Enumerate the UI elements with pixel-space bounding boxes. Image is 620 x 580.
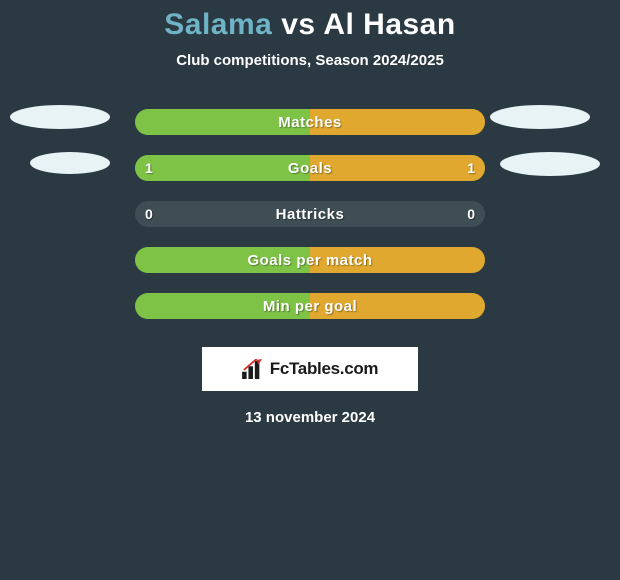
page-title: Salama vs Al Hasan	[0, 8, 620, 42]
stat-label: Hattricks	[276, 206, 345, 223]
stat-bar: 0 0 Hattricks	[135, 201, 485, 227]
stat-right-value: 1	[467, 160, 475, 176]
stat-row: 0 0 Hattricks	[0, 191, 620, 237]
stat-label: Goals	[288, 160, 332, 177]
bar-fill-right	[310, 155, 485, 181]
stat-left-value: 0	[145, 206, 153, 222]
stat-label: Matches	[278, 114, 342, 131]
stat-row: 1 1 Goals	[0, 145, 620, 191]
stat-label: Min per goal	[263, 298, 357, 315]
left-value-ellipse	[10, 105, 110, 129]
stat-label: Goals per match	[247, 252, 372, 269]
stat-right-value: 0	[467, 206, 475, 222]
stat-bar: 1 1 Goals	[135, 155, 485, 181]
stat-row: Min per goal	[0, 283, 620, 329]
logo-box: FcTables.com	[202, 347, 418, 391]
stat-row: Goals per match	[0, 237, 620, 283]
right-value-ellipse	[500, 152, 600, 176]
logo-text: FcTables.com	[270, 359, 379, 379]
right-value-ellipse	[490, 105, 590, 129]
vs-separator: vs	[281, 8, 315, 41]
player2-name: Al Hasan	[323, 8, 455, 41]
stat-bar: Min per goal	[135, 293, 485, 319]
fctables-logo-icon	[242, 359, 264, 379]
stat-bar: Goals per match	[135, 247, 485, 273]
bar-fill-left	[135, 155, 310, 181]
stat-bar: Matches	[135, 109, 485, 135]
stat-left-value: 1	[145, 160, 153, 176]
stats-block: Matches 1 1 Goals 0 0 Hattricks Goals per match…	[0, 99, 620, 329]
footer-date: 13 november 2024	[0, 409, 620, 426]
stat-row: Matches	[0, 99, 620, 145]
comparison-card: Salama vs Al Hasan Club competitions, Se…	[0, 0, 620, 426]
player1-name: Salama	[164, 8, 272, 41]
left-value-ellipse	[30, 152, 110, 174]
subtitle: Club competitions, Season 2024/2025	[0, 52, 620, 69]
